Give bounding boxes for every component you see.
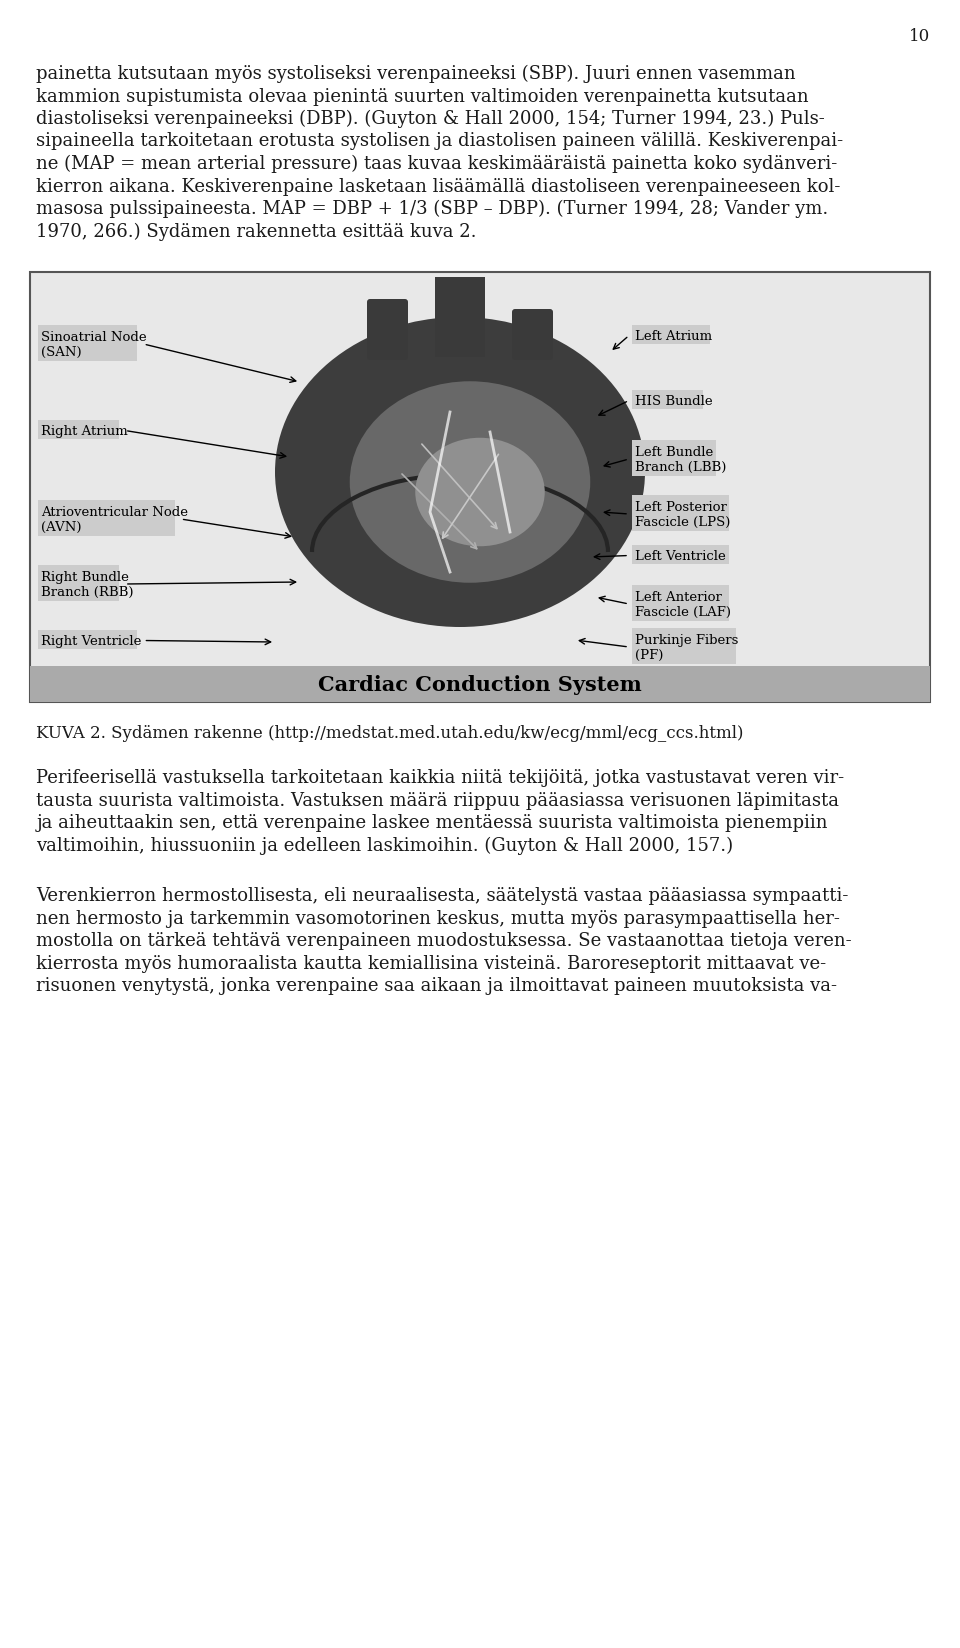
Text: Cardiac Conduction System: Cardiac Conduction System: [318, 674, 642, 694]
Text: risuonen venytystä, jonka verenpaine saa aikaan ja ilmoittavat paineen muutoksis: risuonen venytystä, jonka verenpaine saa…: [36, 977, 837, 995]
Text: KUVA 2. Sydämen rakenne (http://medstat.med.utah.edu/kw/ecg/mml/ecg_ccs.html): KUVA 2. Sydämen rakenne (http://medstat.…: [36, 725, 744, 742]
Bar: [38, 631, 137, 649]
Text: masosa pulssipaineesta. MAP = DBP + 1/3 (SBP – DBP). (Turner 1994, 28; Vander ym: masosa pulssipaineesta. MAP = DBP + 1/3 …: [36, 199, 828, 218]
Text: Sinoatrial Node
(SAN): Sinoatrial Node (SAN): [41, 331, 147, 359]
Text: HIS Bundle: HIS Bundle: [635, 396, 712, 407]
Bar: [38, 501, 175, 537]
Text: ja aiheuttaakin sen, että verenpaine laskee mentäessä suurista valtimoista piene: ja aiheuttaakin sen, että verenpaine las…: [36, 814, 828, 832]
Bar: [632, 440, 716, 476]
Bar: [435, 279, 485, 358]
Text: Atrioventricular Node
(AVN): Atrioventricular Node (AVN): [41, 506, 188, 534]
Text: mostolla on tärkeä tehtävä verenpaineen muodostuksessa. Se vastaanottaa tietoja : mostolla on tärkeä tehtävä verenpaineen …: [36, 931, 852, 949]
Text: Purkinje Fibers
(PF): Purkinje Fibers (PF): [635, 633, 738, 661]
FancyBboxPatch shape: [512, 310, 553, 361]
Ellipse shape: [275, 318, 645, 628]
Ellipse shape: [349, 382, 590, 583]
Text: diastoliseksi verenpaineeksi (DBP). (Guyton & Hall 2000, 154; Turner 1994, 23.) : diastoliseksi verenpaineeksi (DBP). (Guy…: [36, 110, 826, 129]
Text: Right Bundle
Branch (RBB): Right Bundle Branch (RBB): [41, 570, 134, 598]
Text: painetta kutsutaan myös systoliseksi verenpaineeksi (SBP). Juuri ennen vasemman: painetta kutsutaan myös systoliseksi ver…: [36, 64, 796, 82]
Text: Left Ventricle: Left Ventricle: [635, 550, 726, 562]
Text: Left Anterior
Fascicle (LAF): Left Anterior Fascicle (LAF): [635, 590, 731, 618]
Text: valtimoihin, hiussuoniin ja edelleen laskimoihin. (Guyton & Hall 2000, 157.): valtimoihin, hiussuoniin ja edelleen las…: [36, 837, 733, 855]
Bar: [30, 274, 930, 702]
Bar: [30, 666, 930, 702]
Text: tausta suurista valtimoista. Vastuksen määrä riippuu pääasiassa verisuonen läpim: tausta suurista valtimoista. Vastuksen m…: [36, 791, 839, 809]
Text: Left Bundle
Branch (LBB): Left Bundle Branch (LBB): [635, 445, 727, 473]
Text: ne (MAP = mean arterial pressure) taas kuvaa keskimääräistä painetta koko sydänv: ne (MAP = mean arterial pressure) taas k…: [36, 155, 838, 173]
Bar: [632, 585, 729, 621]
Text: kierrosta myös humoraalista kautta kemiallisina visteinä. Baroreseptorit mittaav: kierrosta myös humoraalista kautta kemia…: [36, 954, 827, 972]
Text: nen hermosto ja tarkemmin vasomotorinen keskus, mutta myös parasympaattisella he: nen hermosto ja tarkemmin vasomotorinen …: [36, 910, 840, 928]
Bar: [632, 391, 703, 410]
Text: Verenkierron hermostollisesta, eli neuraalisesta, säätelystä vastaa pääasiassa s: Verenkierron hermostollisesta, eli neura…: [36, 887, 849, 905]
Text: kammion supistumista olevaa pienintä suurten valtimoiden verenpainetta kutsutaan: kammion supistumista olevaa pienintä suu…: [36, 87, 809, 105]
Text: kierron aikana. Keskiverenpaine lasketaan lisäämällä diastoliseen verenpaineesee: kierron aikana. Keskiverenpaine lasketaa…: [36, 178, 841, 196]
Text: 10: 10: [909, 28, 930, 44]
Text: Right Atrium: Right Atrium: [41, 425, 129, 438]
Text: Perifeerisellä vastuksella tarkoitetaan kaikkia niitä tekijöitä, jotka vastustav: Perifeerisellä vastuksella tarkoitetaan …: [36, 770, 845, 788]
Text: sipaineella tarkoitetaan erotusta systolisen ja diastolisen paineen välillä. Kes: sipaineella tarkoitetaan erotusta systol…: [36, 132, 844, 150]
Bar: [38, 326, 137, 363]
Bar: [632, 545, 729, 565]
Bar: [38, 420, 119, 440]
Text: 1970, 266.) Sydämen rakennetta esittää kuva 2.: 1970, 266.) Sydämen rakennetta esittää k…: [36, 222, 477, 241]
Text: Left Atrium: Left Atrium: [635, 330, 712, 343]
FancyBboxPatch shape: [367, 300, 408, 361]
Text: Right Ventricle: Right Ventricle: [41, 634, 142, 648]
Text: Left Posterior
Fascicle (LPS): Left Posterior Fascicle (LPS): [635, 501, 731, 529]
Bar: [632, 326, 709, 344]
Bar: [38, 565, 119, 602]
Bar: [632, 628, 735, 664]
Ellipse shape: [416, 438, 544, 547]
Bar: [632, 496, 729, 532]
